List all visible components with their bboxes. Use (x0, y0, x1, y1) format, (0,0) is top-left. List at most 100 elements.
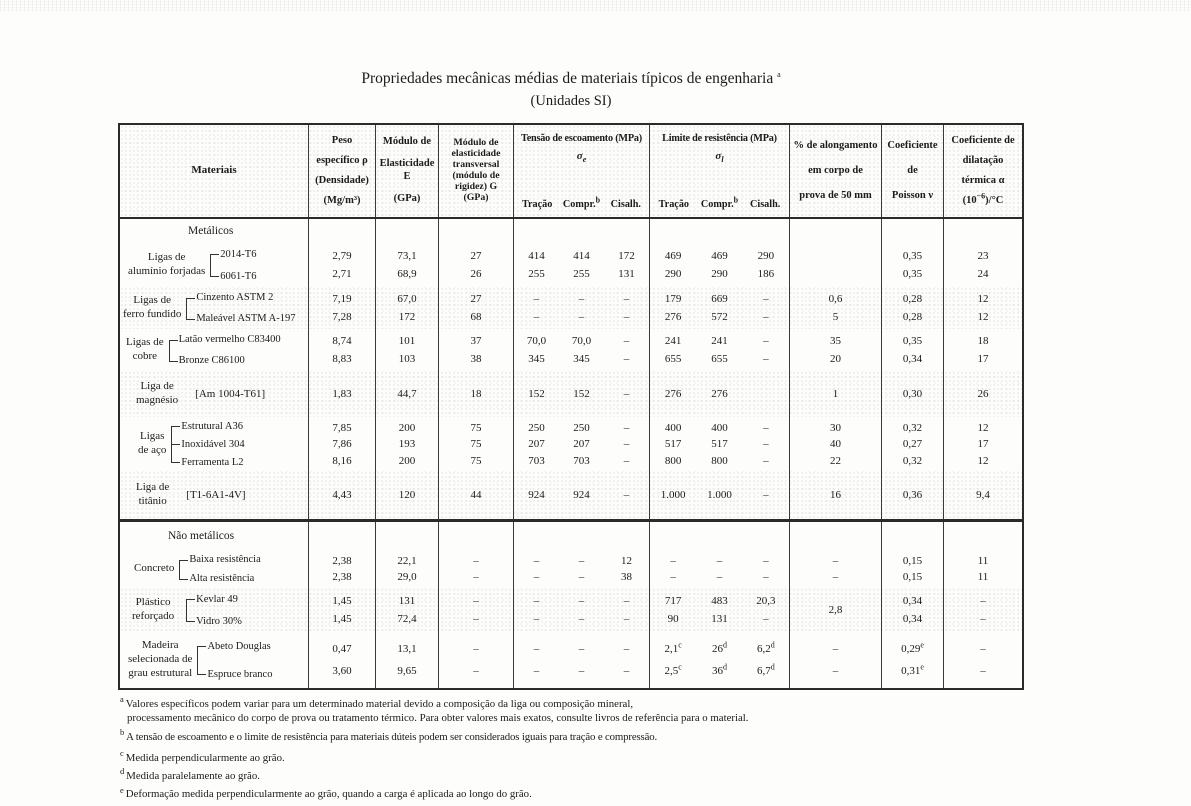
table-subtitle: (Unidades SI) (530, 93, 612, 109)
cell-value: – (763, 454, 769, 467)
material-item: Cinzento ASTM 2 (186, 287, 305, 308)
cell-value: – (578, 311, 585, 323)
cell-value: 0,34 (902, 613, 923, 626)
material-item: [Am 1004-T61] (195, 388, 266, 400)
cell-value: 3,60 (332, 665, 352, 678)
group-label-cell: Plástico reforçado Kevlar 49 Vidro 30% (120, 588, 309, 632)
cell-value: 276 (711, 388, 728, 400)
cell-value: 1,45 (332, 594, 352, 607)
cell-value: 0,28 (902, 293, 923, 305)
cell-value: 44,7 (397, 388, 417, 400)
cell-value: 0,29e (901, 640, 924, 655)
cell-value: 241 (711, 335, 728, 347)
yield-subheaders: Tração Compr.b Cisalh. (515, 196, 648, 211)
cell-value: 200 (398, 421, 416, 434)
table-cell: 0,35 0,35 (882, 243, 944, 287)
cell-value: 68 (470, 311, 482, 323)
footnote-text: processamento mecânico do corpo de prova… (127, 712, 749, 725)
header-label: rigidez) G (454, 180, 498, 192)
sigma-e-symbol: σe (576, 150, 587, 165)
cell-value: 44 (470, 489, 482, 501)
table-cell: 1,45 1,45 (309, 588, 376, 632)
header-label: (Mg/m³) (323, 194, 361, 206)
table-cell: 35 20 (790, 329, 882, 371)
header-modulus-e: Módulo de Elasticidade E (GPa) (376, 125, 439, 217)
group-label: Madeira selecionada de grau estrutural (128, 639, 193, 679)
table-cell: 0,34 0,34 (882, 588, 944, 632)
cell-value: 250 (573, 421, 590, 434)
cell-value: – (832, 642, 839, 655)
cell-value: – (578, 594, 585, 607)
cell-value: 517 (664, 438, 682, 450)
cell-value: 0,15 (902, 554, 923, 567)
cell-value: 469 (711, 249, 728, 262)
cell-value: 38 (621, 571, 632, 584)
cell-value: 2,38 (332, 554, 352, 567)
cell-value: 131 (398, 594, 416, 607)
cell-value: 120 (398, 489, 416, 501)
footnote-d: d Medida paralelamente ao grão. (120, 767, 1032, 783)
cell-value: – (980, 665, 986, 678)
table-cell: 469 290 469 290 290 186 (650, 243, 790, 287)
cell-value: – (533, 665, 540, 678)
table-cell: 414 255 414 255 172 131 (514, 243, 650, 287)
group-label: Liga de titânio (136, 481, 170, 507)
material-group-steel: Ligas de aço Estrutural A36 Inoxidável 30… (120, 417, 1022, 471)
cell-value: 27 (470, 293, 482, 305)
ultimate-subheaders: Tração Compr.b Cisalh. (651, 196, 788, 211)
cell-value: – (473, 613, 479, 626)
cell-value: 73,1 (397, 249, 417, 262)
cell-value: 6,2d (756, 640, 775, 655)
cell-value: – (763, 353, 769, 365)
cell-value: 703 (528, 454, 545, 467)
table-cell: 8,74 8,83 (309, 329, 376, 371)
cell-value: 35 (830, 335, 841, 347)
properties-table: Materiais Peso específico ρ (Densidade) … (118, 123, 1024, 690)
group-label-cell: Ligas de aço Estrutural A36 Inoxidável 30… (120, 417, 309, 471)
cell-value: 4,43 (332, 489, 352, 501)
cell-value: 207 (528, 438, 545, 450)
cell-value: – (763, 293, 769, 305)
cell-value: – (533, 554, 540, 567)
cell-value: 924 (573, 489, 590, 501)
cell-value: – (763, 489, 769, 501)
cell-value: 2,5c (664, 662, 682, 678)
cell-value: – (623, 489, 630, 501)
cell-value: 193 (398, 438, 416, 450)
cell-value: 75 (470, 438, 482, 450)
cell-value: 68,9 (397, 268, 417, 281)
table-cell: 0,36 (882, 471, 944, 519)
cell-value: – (533, 594, 540, 607)
table-cell: 717 90 483 131 20,3 – (650, 588, 790, 632)
cell-value: – (473, 554, 479, 567)
group-bracket: Baixa resistência Alta resistência (179, 550, 305, 588)
table-cell: 0,29e 0,31e (882, 632, 944, 688)
cell-value: – (578, 554, 585, 567)
material-group-aluminum: Ligas de alumínio forjadas 2014-T6 6061-T… (120, 243, 1022, 287)
cell-value: 179 (664, 293, 682, 305)
cell-value: 6,7d (756, 662, 775, 678)
bracket-line (171, 425, 173, 463)
material-item: [T1-6A1-4V] (186, 489, 246, 501)
cell-value: 250 (528, 421, 545, 434)
header-label: térmica α (961, 174, 1005, 186)
cell-value: 70,0 (526, 335, 547, 347)
cell-value: – (980, 613, 986, 626)
cell-value: 469 (664, 249, 682, 262)
material-item: Maleável ASTM A-197 (186, 308, 305, 329)
cell-value: 29,0 (397, 571, 417, 584)
cell-value: 18 (470, 388, 482, 400)
cell-value: 0,32 (902, 421, 923, 434)
cell-value: 75 (470, 421, 482, 434)
cell-value: 22,1 (397, 554, 417, 567)
cell-value: – (670, 554, 676, 567)
header-label: Elasticidade E (379, 158, 435, 182)
table-header-row: Materiais Peso específico ρ (Densidade) … (120, 125, 1022, 219)
header-materials: Materiais (120, 125, 309, 217)
cell-value: 800 (711, 454, 728, 467)
cell-value: – (533, 293, 540, 305)
cell-value: 1 (832, 388, 839, 400)
header-label: Materiais (191, 164, 237, 177)
group-bracket: Latão vermelho C83400 Bronze C86100 (168, 329, 305, 371)
cell-value: 23 (977, 249, 989, 262)
